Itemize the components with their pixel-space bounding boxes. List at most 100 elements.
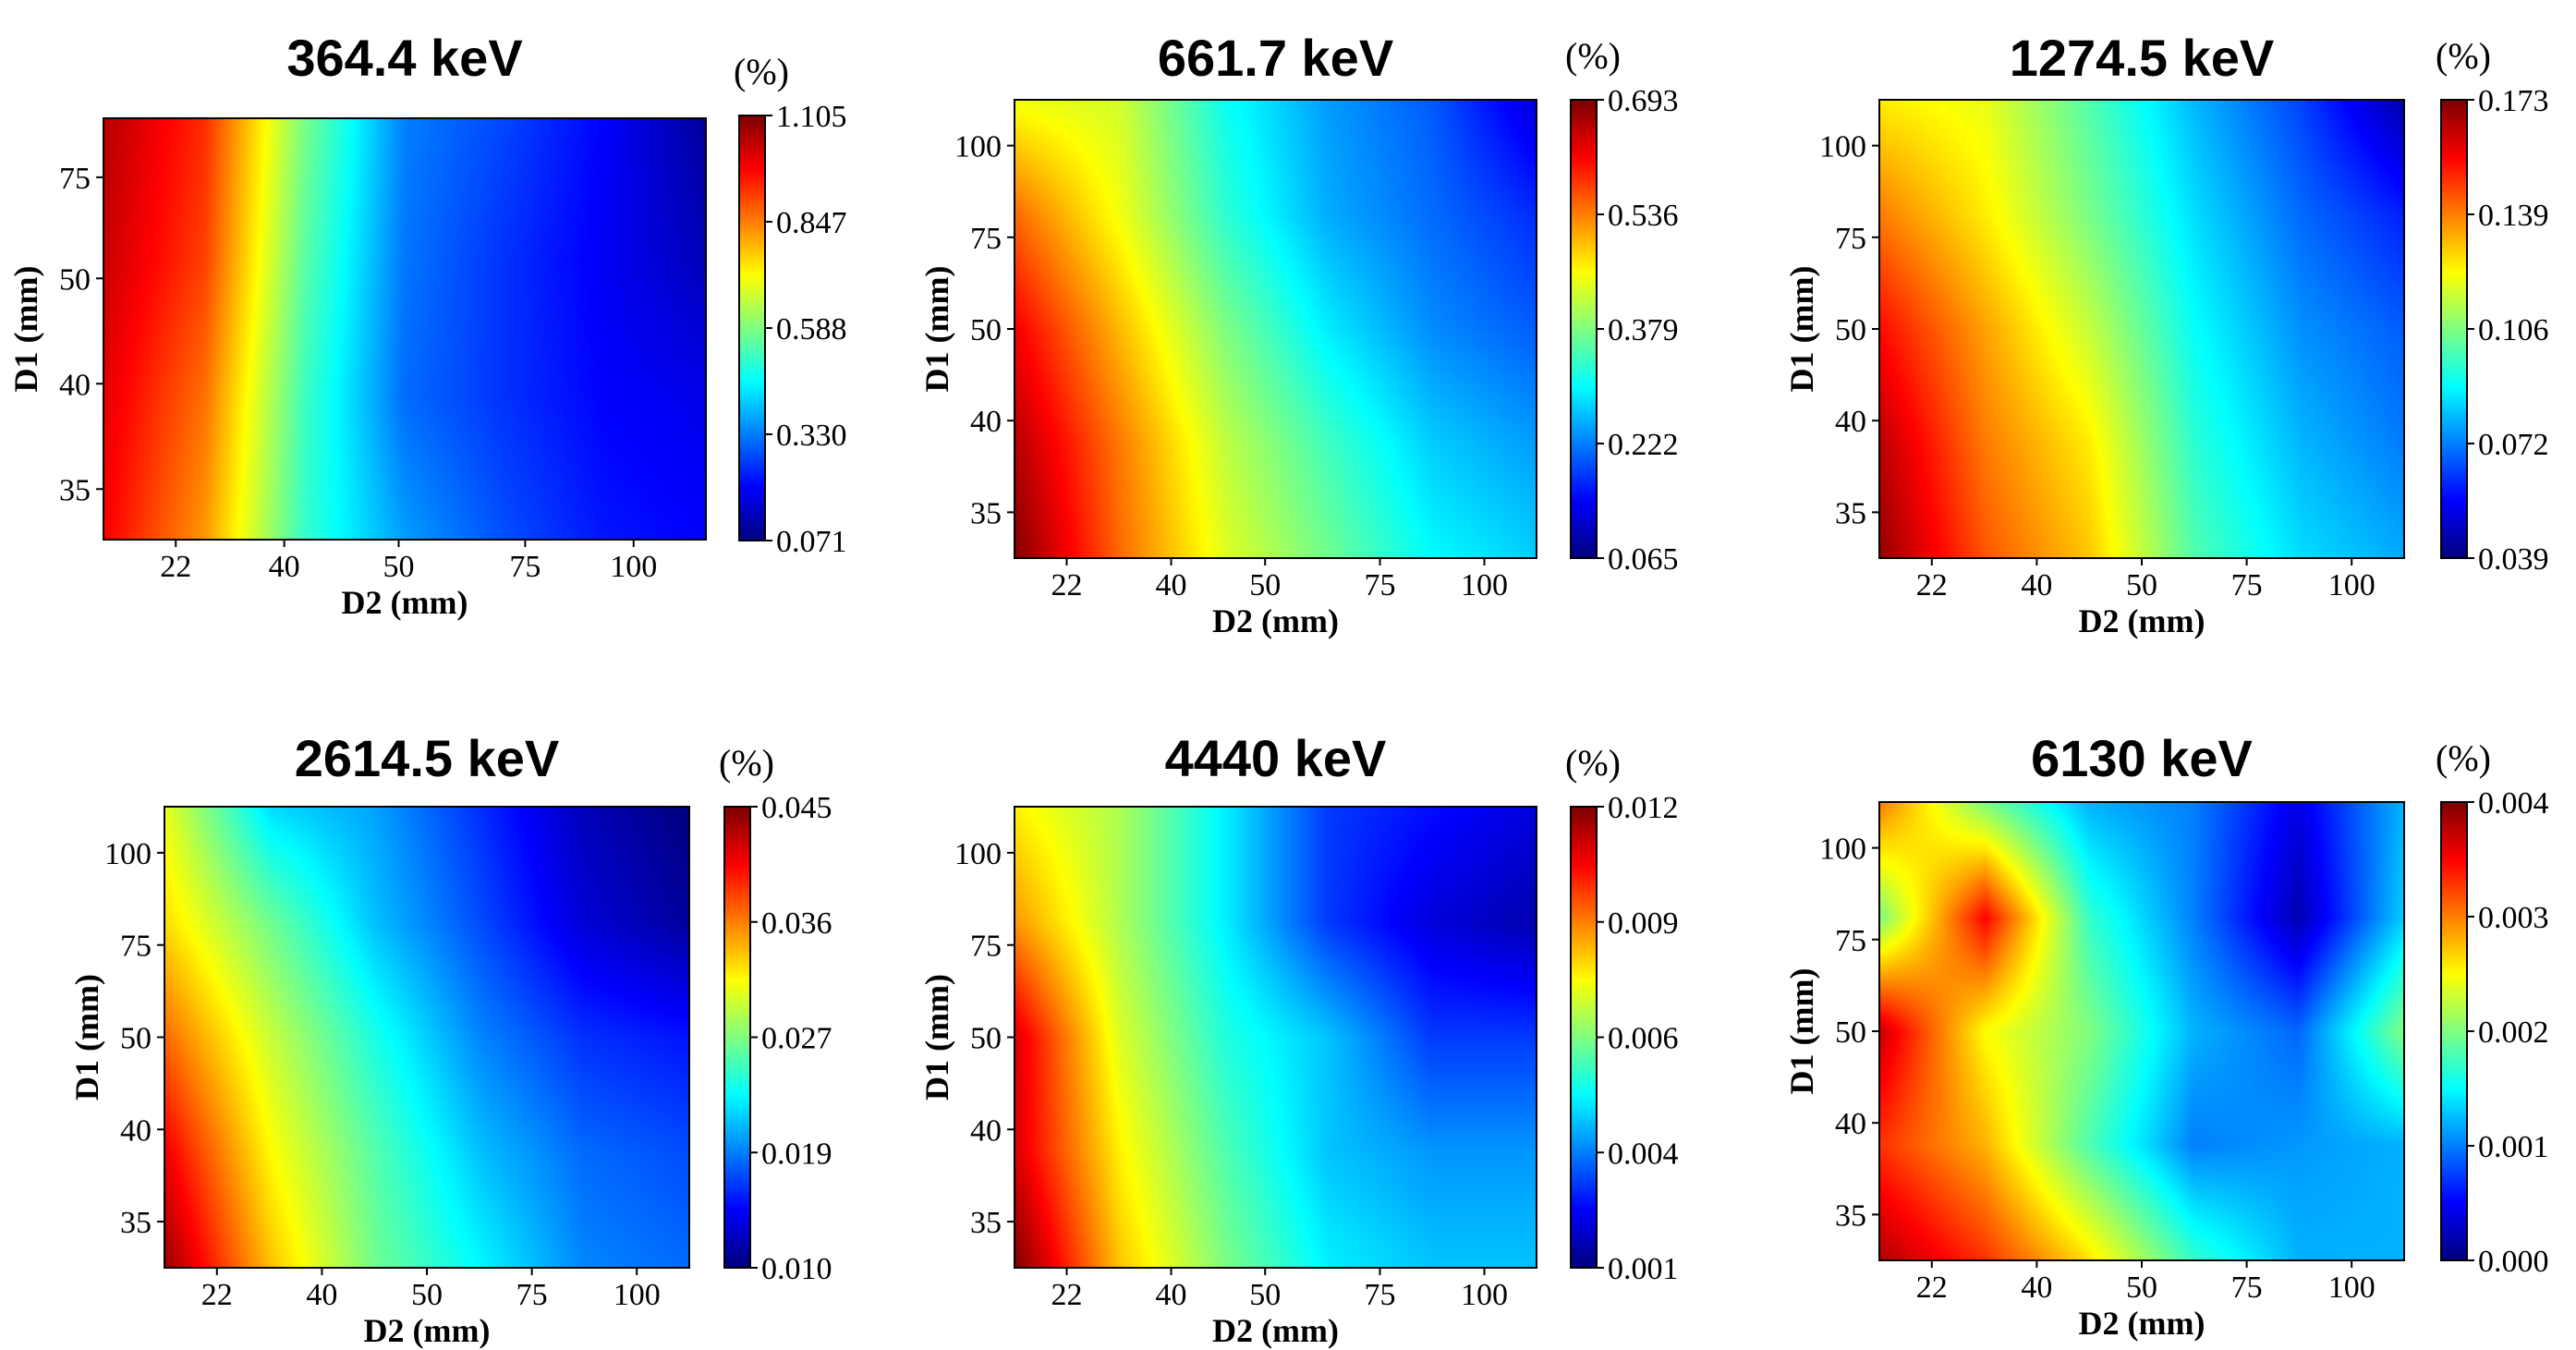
y-axis-label: D1 (mm)	[918, 266, 955, 393]
x-tick-label: 40	[1156, 1278, 1187, 1312]
y-tick-label: 75	[1835, 924, 1866, 958]
colorbar-tick-label: 0.139	[2478, 199, 2549, 233]
colorbar-tick-label: 0.002	[2478, 1016, 2549, 1050]
y-tick-label: 75	[970, 222, 1002, 256]
colorbar-tick-label: 0.004	[1608, 1137, 1679, 1171]
panel-title: 2614.5 keV	[295, 729, 559, 787]
heatmap-image	[164, 807, 689, 1268]
heatmap-panel: 6130 keV 100 75 50 40 35 22 40 50 75 100 D2 (mm) D1 …	[1783, 729, 2549, 1342]
heatmap-panel: 4440 keV 100 75 50 40 35 22 40 50 75 100 D2 (mm) D1 …	[918, 729, 1679, 1349]
y-tick-label: 35	[970, 1206, 1002, 1240]
x-tick-label: 75	[2231, 1271, 2263, 1305]
colorbar-tick-label: 0.006	[1608, 1022, 1679, 1056]
heatmap-panel: 1274.5 keV 100 75 50 40 35 22 40 50 75 100 D2 (mm) D…	[1783, 29, 2549, 639]
colorbar-unit: (%)	[719, 742, 774, 784]
colorbar-tick-label: 0.009	[1608, 906, 1679, 941]
panel-title: 1274.5 keV	[2010, 29, 2274, 87]
x-tick-label: 40	[2021, 568, 2052, 602]
colorbar-tick-label: 0.106	[2478, 313, 2549, 347]
y-tick-label: 40	[59, 368, 91, 402]
y-tick-label: 35	[1835, 1198, 1866, 1233]
x-tick-label: 100	[1461, 1278, 1508, 1312]
heatmap-image	[1879, 802, 2404, 1260]
y-tick-label: 40	[1835, 405, 1866, 439]
x-tick-label: 50	[411, 1278, 443, 1312]
x-tick-label: 22	[1051, 568, 1083, 602]
x-tick-label: 22	[1916, 1271, 1948, 1305]
heatmap-panel: 2614.5 keV 100 75 50 40 35 22 40 50 75 100 D2 (mm) D…	[68, 729, 832, 1349]
colorbar-tick-label: 0.003	[2478, 901, 2549, 935]
x-tick-label: 75	[2231, 568, 2263, 602]
colorbar-tick-label: 0.379	[1608, 313, 1679, 347]
colorbar-tick-label: 0.019	[761, 1137, 832, 1171]
panel-title: 661.7 keV	[1158, 29, 1393, 87]
y-tick-label: 40	[120, 1113, 152, 1148]
y-tick-label: 40	[970, 405, 1002, 439]
colorbar	[1571, 807, 1597, 1268]
heatmap-image	[1015, 807, 1537, 1268]
x-axis-label: D2 (mm)	[364, 1312, 491, 1349]
y-tick-label: 40	[1835, 1107, 1866, 1141]
y-tick-label: 35	[59, 473, 91, 507]
x-tick-label: 75	[516, 1278, 548, 1312]
y-tick-label: 75	[120, 930, 152, 964]
x-tick-label: 40	[306, 1278, 337, 1312]
x-tick-label: 100	[2328, 568, 2376, 602]
heatmap-image	[103, 118, 706, 540]
colorbar-unit: (%)	[1565, 742, 1621, 784]
y-tick-label: 50	[1835, 313, 1866, 347]
x-tick-label: 75	[509, 550, 541, 584]
colorbar-tick-label: 0.847	[776, 206, 847, 240]
y-tick-label: 40	[970, 1113, 1002, 1148]
heatmap-image	[1015, 100, 1537, 558]
x-tick-label: 50	[2126, 1271, 2157, 1305]
plot-frame	[103, 117, 707, 541]
x-tick-label: 50	[1249, 568, 1281, 602]
colorbar-tick-label: 0.039	[2478, 542, 2549, 577]
x-tick-label: 75	[1365, 568, 1396, 602]
colorbar-tick-label: 0.001	[1608, 1252, 1679, 1286]
colorbar-tick-label: 0.173	[2478, 84, 2549, 118]
x-tick-label: 22	[201, 1278, 233, 1312]
colorbar-tick-label: 0.330	[776, 419, 847, 453]
colorbar-tick-label: 0.071	[776, 525, 847, 559]
x-axis-label: D2 (mm)	[1212, 1312, 1339, 1349]
colorbar-tick-label: 0.072	[2478, 428, 2549, 462]
y-tick-label: 100	[954, 837, 1002, 871]
colorbar	[2441, 100, 2467, 558]
colorbar-tick-label: 0.065	[1608, 542, 1679, 577]
colorbar-tick-label: 0.588	[776, 312, 847, 347]
x-tick-label: 75	[1365, 1278, 1396, 1312]
colorbar-tick-label: 0.045	[761, 791, 832, 825]
x-tick-label: 100	[614, 1278, 661, 1312]
x-tick-label: 22	[1051, 1278, 1083, 1312]
colorbar	[739, 116, 765, 541]
x-tick-label: 50	[2126, 568, 2157, 602]
y-tick-label: 35	[970, 496, 1002, 530]
x-tick-label: 22	[1916, 568, 1948, 602]
x-tick-label: 40	[1156, 568, 1187, 602]
x-tick-label: 100	[1461, 568, 1508, 602]
y-tick-label: 100	[954, 130, 1002, 164]
y-tick-label: 100	[104, 837, 152, 871]
y-axis-label: D1 (mm)	[1783, 266, 1820, 393]
colorbar-tick-label: 0.004	[2478, 786, 2549, 821]
x-tick-label: 50	[1249, 1278, 1281, 1312]
y-tick-label: 50	[970, 313, 1002, 347]
x-tick-label: 100	[610, 550, 657, 584]
x-axis-label: D2 (mm)	[342, 584, 468, 621]
colorbar-tick-label: 0.536	[1608, 199, 1679, 233]
x-tick-label: 40	[269, 550, 300, 584]
colorbar-unit: (%)	[2436, 35, 2491, 77]
y-tick-label: 75	[1835, 222, 1866, 256]
colorbar-unit: (%)	[734, 51, 789, 92]
x-tick-label: 50	[383, 550, 414, 584]
y-tick-label: 35	[1835, 496, 1866, 530]
x-tick-label: 100	[2328, 1271, 2376, 1305]
y-tick-label: 50	[120, 1022, 152, 1056]
colorbar	[2441, 802, 2467, 1260]
panel-title: 4440 keV	[1165, 729, 1387, 787]
colorbar-tick-label: 0.012	[1608, 791, 1679, 825]
heatmap-panel: 364.4 keV 75 50 40 35 22 40 50 75 100 D2 (mm) D1 (m…	[7, 29, 847, 621]
colorbar-tick-label: 0.000	[2478, 1245, 2549, 1279]
